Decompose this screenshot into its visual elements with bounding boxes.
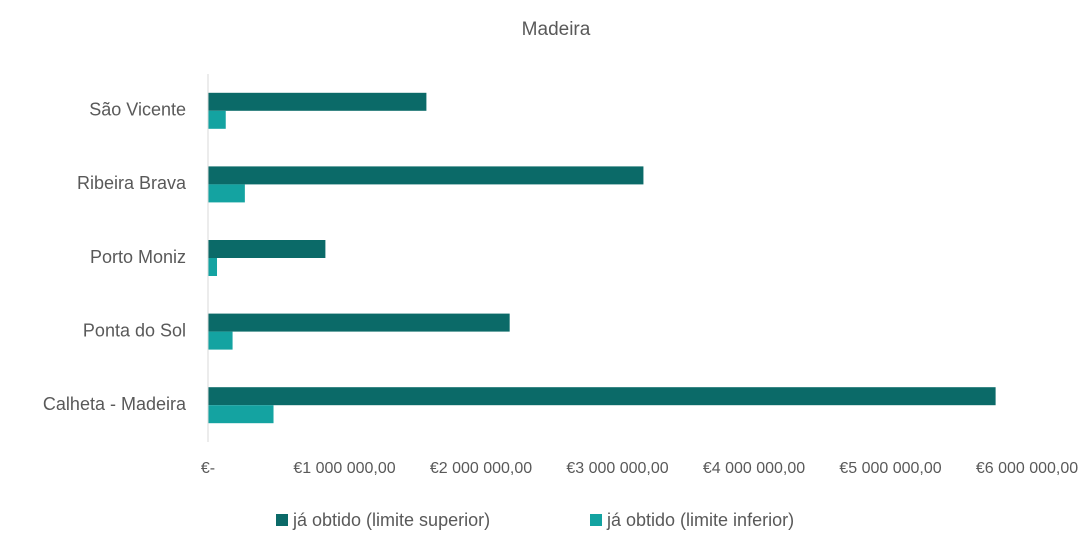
x-tick-label: €6 000 000,00 <box>976 460 1078 477</box>
x-tick-label: €- <box>201 460 215 477</box>
legend-swatch <box>590 514 602 526</box>
bar <box>208 331 233 350</box>
y-tick-label: Ponta do Sol <box>83 320 186 340</box>
bar <box>208 184 245 203</box>
legend-label: já obtido (limite inferior) <box>606 510 794 530</box>
y-tick-label: São Vicente <box>89 100 186 120</box>
legend-label: já obtido (limite superior) <box>292 510 490 530</box>
chart-title: Madeira <box>522 19 591 40</box>
y-tick-label: Ribeira Brava <box>77 173 187 193</box>
bar <box>208 240 326 258</box>
x-tick-label: €1 000 000,00 <box>293 460 395 477</box>
bar <box>208 313 510 332</box>
bar <box>208 405 274 424</box>
bar <box>208 110 226 129</box>
x-tick-label: €5 000 000,00 <box>839 460 941 477</box>
x-tick-label: €2 000 000,00 <box>430 460 532 477</box>
legend-swatch <box>276 514 288 526</box>
bar <box>208 387 996 406</box>
x-tick-label: €4 000 000,00 <box>703 460 805 477</box>
bar <box>208 92 427 111</box>
x-tick-label: €3 000 000,00 <box>566 460 668 477</box>
y-tick-label: Porto Moniz <box>90 247 186 267</box>
y-tick-label: Calheta - Madeira <box>43 394 187 414</box>
bar <box>208 166 644 185</box>
bar <box>208 258 218 276</box>
